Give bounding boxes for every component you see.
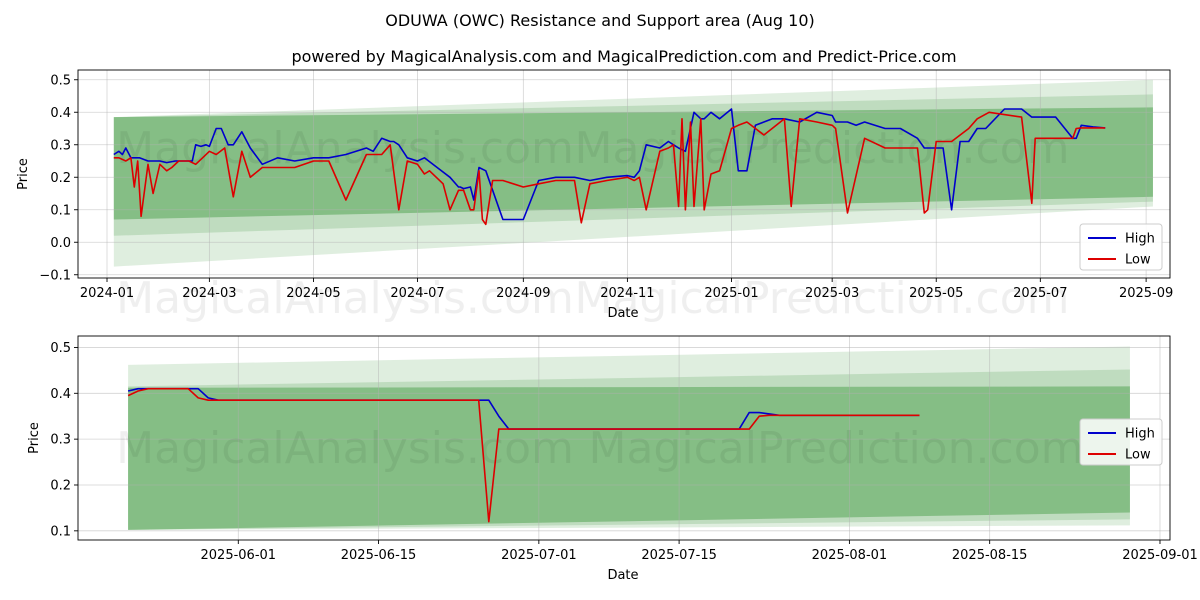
top-series-low-line <box>113 111 1106 226</box>
watermark-mid-right: MagicalPrediction.com <box>575 273 1070 324</box>
bottom-y-tick-label: 0.2 <box>50 478 71 493</box>
top-y-tick-label: 0.1 <box>50 203 71 218</box>
top-y-tick-label: 0.3 <box>50 138 71 153</box>
top-legend-label-high: High <box>1125 232 1155 247</box>
watermark-top-left: MagicalAnalysis.com <box>116 123 574 174</box>
top-x-tick-label: 2024-11 <box>600 286 654 301</box>
top-x-tick-label: 2024-05 <box>286 286 340 301</box>
top-axes-frame <box>77 69 1171 279</box>
bottom-grid <box>78 336 1170 540</box>
bottom-legend: High Low <box>1079 418 1163 466</box>
top-axes: 2024-01 2024-03 2024-05 2024-07 2024-09 2024-… <box>16 69 1173 321</box>
bottom-x-tick-label: 2025-06-01 <box>201 548 277 563</box>
top-x-tick-label: 2025-09 <box>1119 286 1173 301</box>
top-series-layer <box>113 108 1106 226</box>
top-x-tick-label: 2024-03 <box>182 286 236 301</box>
watermark-bottom-left: MagicalAnalysis.com <box>116 423 574 474</box>
top-x-axis-label: Date <box>607 306 638 321</box>
bottom-y-tick-label: 0.5 <box>50 341 71 356</box>
watermark-mid-left: MagicalAnalysis.com <box>116 273 574 324</box>
bottom-x-tick-label: 2025-06-15 <box>341 548 417 563</box>
top-band-layer <box>113 79 1153 267</box>
top-x-tick-label: 2024-09 <box>496 286 550 301</box>
bottom-watermarks: MagicalAnalysis.com MagicalPrediction.co… <box>116 423 1083 474</box>
top-x-tick-label: 2025-05 <box>909 286 963 301</box>
top-y-tick-label: 0.2 <box>50 171 71 186</box>
top-x-tick-label: 2025-03 <box>805 286 859 301</box>
bottom-y-axis-label: Price <box>27 422 42 454</box>
top-band-2 <box>113 107 1153 220</box>
top-y-tick-label: 0.0 <box>50 236 71 251</box>
bottom-y-tick-label: 0.3 <box>50 433 71 448</box>
bottom-x-axis-label: Date <box>607 568 638 583</box>
top-legend-label-low: Low <box>1125 253 1151 268</box>
bottom-legend-label-high: High <box>1125 427 1155 442</box>
top-legend: High Low <box>1079 223 1163 271</box>
bottom-y-tick-label: 0.1 <box>50 524 71 539</box>
top-y-tick-label: 0.5 <box>50 73 71 88</box>
top-y-tick-label: 0.4 <box>50 106 71 121</box>
top-x-tick-label: 2024-01 <box>80 286 134 301</box>
bottom-axes: 2025-06-01 2025-06-15 2025-07-01 2025-07-15… <box>27 335 1198 583</box>
bottom-x-tick-label: 2025-08-15 <box>952 548 1028 563</box>
bottom-series-layer <box>127 387 920 523</box>
chart-subtitle: powered by MagicalAnalysis.com and Magic… <box>291 47 956 66</box>
top-y-tick-label: −0.1 <box>39 268 71 283</box>
chart-title: ODUWA (OWC) Resistance and Support area … <box>385 11 815 30</box>
top-chart-panel: MagicalAnalysis.com MagicalPrediction.co… <box>16 69 1173 324</box>
bottom-x-tick-label: 2025-07-01 <box>501 548 577 563</box>
top-x-tick-label: 2025-07 <box>1013 286 1067 301</box>
bottom-chart-panel: MagicalAnalysis.com MagicalPrediction.co… <box>27 335 1198 583</box>
top-series-high-line <box>113 108 1106 221</box>
top-y-axis-label: Price <box>16 158 31 190</box>
bottom-legend-label-low: Low <box>1125 448 1151 463</box>
bottom-x-tick-label: 2025-07-15 <box>641 548 717 563</box>
bottom-x-tick-label: 2025-08-01 <box>812 548 888 563</box>
bottom-axes-frame <box>77 335 1171 541</box>
watermark-top-right: MagicalPrediction.com <box>575 123 1070 174</box>
bottom-y-tick-label: 0.4 <box>50 387 71 402</box>
top-watermarks: MagicalAnalysis.com MagicalPrediction.co… <box>116 123 1069 324</box>
bottom-x-tick-label: 2025-09-01 <box>1122 548 1198 563</box>
watermark-bottom-right: MagicalPrediction.com <box>589 423 1084 474</box>
top-x-tick-label: 2024-07 <box>390 286 444 301</box>
bottom-series-low-line <box>127 387 920 523</box>
top-x-tick-label: 2025-01 <box>704 286 758 301</box>
